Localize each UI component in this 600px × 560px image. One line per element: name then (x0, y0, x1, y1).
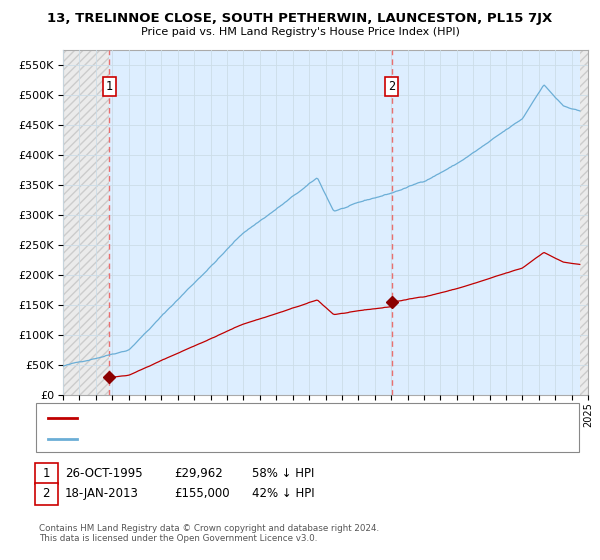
Text: 18-JAN-2013: 18-JAN-2013 (65, 487, 139, 501)
Text: HPI: Average price, detached house, Cornwall: HPI: Average price, detached house, Corn… (84, 434, 311, 444)
Bar (580, 50, 588, 395)
Text: 2: 2 (388, 80, 395, 93)
Text: 2: 2 (43, 487, 50, 501)
Text: 1: 1 (43, 466, 50, 480)
Text: £29,962: £29,962 (174, 466, 223, 480)
Bar (63, 50, 109, 395)
Text: 13, TRELINNOE CLOSE, SOUTH PETHERWIN, LAUNCESTON, PL15 7JX: 13, TRELINNOE CLOSE, SOUTH PETHERWIN, LA… (47, 12, 553, 25)
Text: 58% ↓ HPI: 58% ↓ HPI (252, 466, 314, 480)
Text: 42% ↓ HPI: 42% ↓ HPI (252, 487, 314, 501)
Text: £155,000: £155,000 (174, 487, 230, 501)
Text: Price paid vs. HM Land Registry's House Price Index (HPI): Price paid vs. HM Land Registry's House … (140, 27, 460, 37)
Text: 1: 1 (106, 80, 113, 93)
Text: 13, TRELINNOE CLOSE, SOUTH PETHERWIN, LAUNCESTON, PL15 7JX (detached house): 13, TRELINNOE CLOSE, SOUTH PETHERWIN, LA… (84, 413, 513, 423)
Text: 26-OCT-1995: 26-OCT-1995 (65, 466, 142, 480)
Text: Contains HM Land Registry data © Crown copyright and database right 2024.
This d: Contains HM Land Registry data © Crown c… (39, 524, 379, 543)
